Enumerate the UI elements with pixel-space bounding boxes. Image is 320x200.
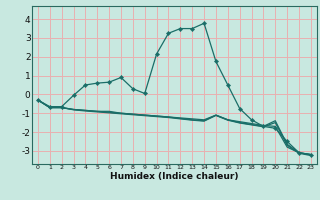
X-axis label: Humidex (Indice chaleur): Humidex (Indice chaleur) xyxy=(110,172,239,181)
